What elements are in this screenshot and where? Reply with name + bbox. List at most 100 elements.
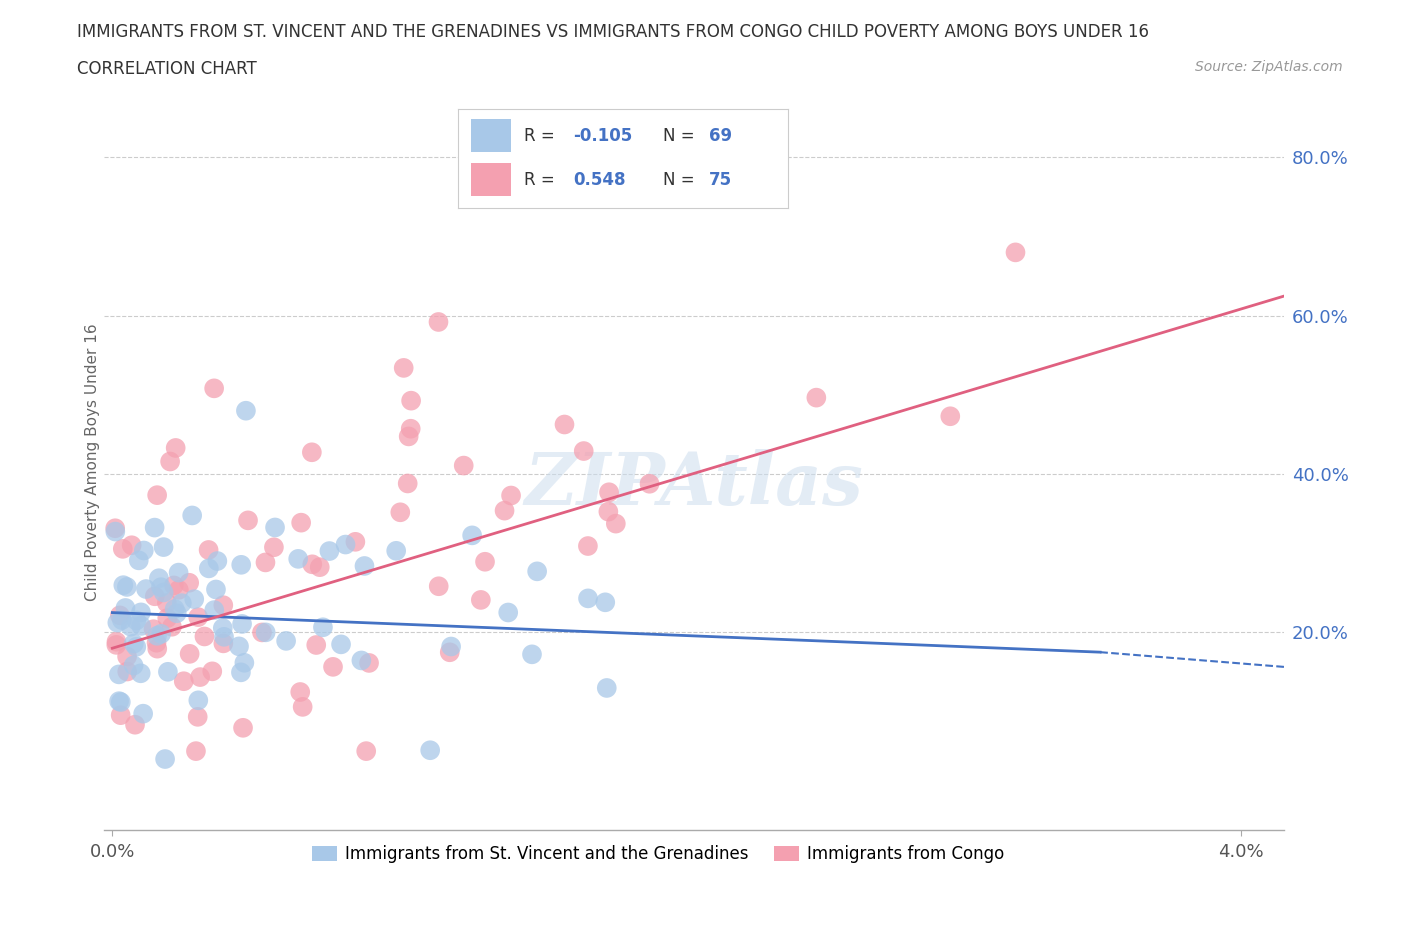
- Point: [301, 445, 323, 459]
- Point: [142, 622, 165, 637]
- Point: [290, 515, 312, 530]
- Point: [184, 744, 207, 759]
- Point: [496, 605, 519, 620]
- Point: [132, 706, 155, 721]
- Point: [419, 743, 441, 758]
- Point: [108, 667, 131, 682]
- Point: [129, 666, 152, 681]
- Point: [104, 525, 127, 539]
- Point: [105, 634, 128, 649]
- Point: [398, 429, 420, 444]
- Point: [146, 487, 169, 502]
- Point: [122, 636, 145, 651]
- Point: [470, 592, 492, 607]
- Point: [235, 404, 257, 418]
- Point: [806, 391, 828, 405]
- Point: [385, 543, 408, 558]
- Point: [254, 555, 277, 570]
- Point: [163, 602, 186, 617]
- Point: [202, 603, 225, 618]
- Point: [128, 553, 150, 568]
- Point: [572, 444, 595, 458]
- Point: [520, 647, 543, 662]
- Point: [526, 564, 548, 578]
- Point: [143, 520, 166, 535]
- Point: [211, 620, 233, 635]
- Point: [163, 578, 186, 592]
- Point: [318, 544, 340, 559]
- Point: [108, 694, 131, 709]
- Point: [159, 454, 181, 469]
- Point: [353, 559, 375, 574]
- Point: [598, 485, 620, 499]
- Point: [1004, 245, 1026, 259]
- Point: [105, 637, 128, 652]
- Point: [156, 664, 179, 679]
- Point: [212, 598, 235, 613]
- Point: [212, 636, 235, 651]
- Point: [181, 508, 204, 523]
- Point: [105, 615, 128, 630]
- Point: [187, 710, 209, 724]
- Point: [122, 658, 145, 673]
- Point: [605, 516, 627, 531]
- Point: [146, 641, 169, 656]
- Point: [146, 629, 169, 644]
- Point: [335, 538, 357, 552]
- Point: [173, 673, 195, 688]
- Point: [228, 639, 250, 654]
- Point: [330, 637, 353, 652]
- Point: [392, 361, 415, 376]
- Point: [114, 601, 136, 616]
- Point: [205, 582, 228, 597]
- Point: [232, 721, 254, 736]
- Point: [231, 617, 253, 631]
- Y-axis label: Child Poverty Among Boys Under 16: Child Poverty Among Boys Under 16: [86, 324, 100, 601]
- Point: [108, 608, 131, 623]
- Text: ZIPAtlas: ZIPAtlas: [524, 449, 863, 520]
- Point: [187, 610, 209, 625]
- Point: [207, 553, 229, 568]
- Point: [553, 417, 575, 432]
- Point: [152, 539, 174, 554]
- Point: [312, 619, 335, 634]
- Point: [124, 717, 146, 732]
- Point: [188, 670, 211, 684]
- Point: [427, 578, 450, 593]
- Point: [153, 751, 176, 766]
- Point: [264, 520, 287, 535]
- Point: [129, 604, 152, 619]
- Point: [115, 579, 138, 594]
- Point: [305, 638, 328, 653]
- Point: [287, 551, 309, 566]
- Point: [212, 630, 235, 644]
- Point: [254, 625, 277, 640]
- Point: [187, 693, 209, 708]
- Point: [427, 314, 450, 329]
- Point: [135, 581, 157, 596]
- Point: [129, 618, 152, 633]
- Point: [143, 589, 166, 604]
- Point: [354, 744, 377, 759]
- Point: [399, 393, 422, 408]
- Point: [308, 560, 330, 575]
- Point: [160, 619, 183, 634]
- Point: [939, 409, 962, 424]
- Point: [598, 504, 620, 519]
- Point: [111, 613, 134, 628]
- Point: [357, 656, 380, 671]
- Point: [638, 476, 661, 491]
- Point: [148, 571, 170, 586]
- Point: [499, 488, 522, 503]
- Point: [150, 627, 173, 642]
- Point: [125, 640, 148, 655]
- Point: [167, 582, 190, 597]
- Point: [115, 649, 138, 664]
- Point: [263, 539, 285, 554]
- Text: Source: ZipAtlas.com: Source: ZipAtlas.com: [1195, 60, 1343, 74]
- Point: [231, 557, 253, 572]
- Point: [389, 505, 412, 520]
- Point: [202, 381, 225, 396]
- Point: [276, 633, 298, 648]
- Point: [198, 561, 221, 576]
